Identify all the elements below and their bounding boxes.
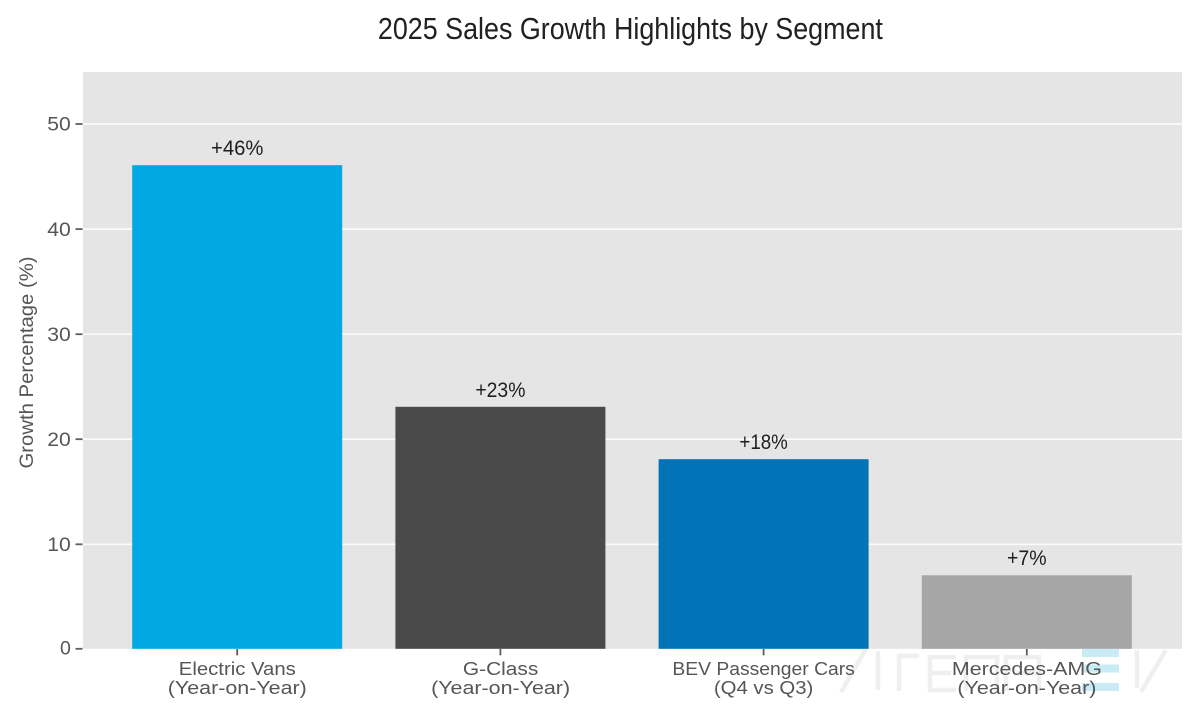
svg-text:+46%: +46% <box>211 137 263 160</box>
svg-text:20: 20 <box>47 429 71 451</box>
svg-text:+18%: +18% <box>739 431 787 454</box>
svg-text:40: 40 <box>47 219 71 241</box>
svg-text:Growth Percentage (%): Growth Percentage (%) <box>17 257 38 469</box>
svg-text:+23%: +23% <box>475 379 525 402</box>
svg-text:(Year-on-Year): (Year-on-Year) <box>957 677 1096 698</box>
svg-text:30: 30 <box>47 324 71 346</box>
svg-text:50: 50 <box>47 114 71 136</box>
svg-text:Mercedes-AMG: Mercedes-AMG <box>952 658 1102 679</box>
svg-text:BEV Passenger Cars: BEV Passenger Cars <box>672 658 855 679</box>
svg-text:(Year-on-Year): (Year-on-Year) <box>168 677 307 698</box>
svg-text:(Year-on-Year): (Year-on-Year) <box>431 677 570 698</box>
svg-text:(Q4 vs Q3): (Q4 vs Q3) <box>714 677 814 698</box>
svg-text:+7%: +7% <box>1007 547 1047 570</box>
svg-text:2025 Sales Growth Highlights b: 2025 Sales Growth Highlights by Segment <box>378 11 883 46</box>
svg-text:10: 10 <box>47 534 71 556</box>
svg-text:0: 0 <box>60 638 71 660</box>
svg-text:G-Class: G-Class <box>463 658 539 679</box>
svg-text:Electric Vans: Electric Vans <box>179 658 296 679</box>
